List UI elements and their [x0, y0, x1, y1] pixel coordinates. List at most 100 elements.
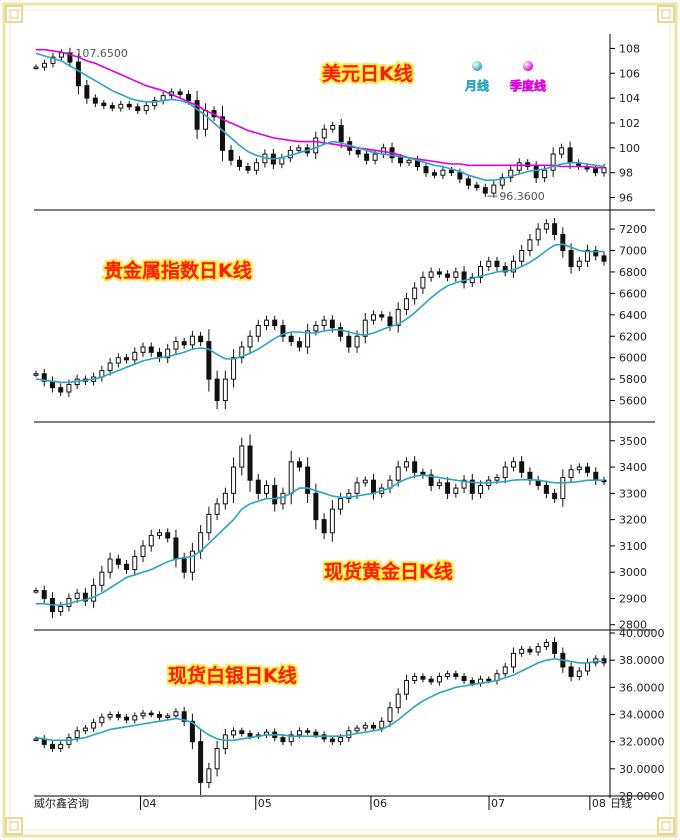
candle: [41, 585, 47, 604]
corner-ornament: [5, 5, 23, 23]
candle: [510, 647, 516, 673]
candle: [420, 271, 426, 294]
chart-title: 现货黄金日K线: [324, 560, 453, 583]
candle: [423, 162, 429, 177]
candle: [296, 457, 302, 472]
ma-month-line: [36, 474, 604, 606]
y-tick-label: 28.0000: [619, 790, 665, 803]
candle: [395, 302, 401, 333]
candle: [508, 165, 514, 183]
candle: [231, 349, 237, 388]
candle: [33, 587, 39, 594]
chart-title: 美元日K线: [322, 62, 413, 85]
candle: [247, 330, 253, 353]
candle: [173, 708, 179, 720]
candle: [255, 473, 261, 500]
candle: [126, 101, 132, 111]
candle: [280, 487, 286, 510]
candle: [552, 217, 558, 241]
candle: [272, 477, 278, 512]
corner-ornament: [5, 817, 23, 835]
candle: [91, 718, 97, 732]
candle: [329, 500, 335, 542]
candle: [482, 183, 488, 198]
candle: [140, 540, 146, 563]
chart-title: 贵金属指数日K线: [104, 259, 252, 282]
candle: [412, 282, 418, 305]
candle: [143, 101, 149, 115]
panel-4: 28.0000 30.0000 32.0000 34.0000 36.0000 38.00…: [33, 627, 665, 803]
candle: [371, 310, 377, 325]
candle: [510, 457, 516, 472]
candle: [516, 158, 522, 175]
candle: [101, 99, 107, 109]
candle: [519, 244, 525, 268]
candle: [502, 662, 508, 678]
price-annotation: 96.3600: [487, 190, 545, 203]
x-tick-label: 08: [592, 797, 606, 810]
candle: [321, 513, 327, 540]
candle: [124, 559, 130, 574]
legend-label: 月线: [464, 78, 489, 93]
candle: [263, 480, 269, 499]
y-tick-label: 106: [619, 67, 640, 80]
candle: [165, 528, 171, 543]
panel-3: 2800 2900 3000 3100 3200 3300 3400 3500 现货黄金日K线: [33, 434, 647, 632]
candle: [49, 740, 55, 752]
candle: [465, 174, 471, 190]
candle: [214, 740, 220, 777]
candle: [305, 457, 311, 503]
candle: [403, 674, 409, 700]
candle: [453, 267, 459, 282]
candle: [148, 710, 154, 718]
candle: [338, 322, 344, 342]
candle: [552, 488, 558, 503]
candle: [428, 676, 434, 686]
candle: [115, 554, 121, 569]
candle: [206, 329, 212, 392]
candle: [461, 673, 467, 685]
candle: [75, 53, 81, 95]
candle: [502, 262, 508, 277]
candle: [239, 341, 245, 364]
candles: [33, 434, 607, 618]
candles: [33, 217, 607, 410]
y-tick-label: 100: [619, 142, 640, 155]
x-axis-unit: 日线: [610, 796, 632, 810]
y-tick-label: 30.0000: [619, 763, 665, 776]
candle: [288, 331, 294, 347]
blue-sphere-icon: [472, 61, 482, 71]
y-tick-label: 2900: [619, 592, 647, 605]
candle: [568, 464, 574, 483]
candle: [220, 105, 226, 162]
candle: [519, 645, 525, 657]
candle: [527, 233, 533, 257]
ma-month-line: [35, 657, 604, 742]
candle: [58, 383, 64, 397]
candle: [165, 343, 171, 363]
candle: [431, 169, 437, 179]
candle: [82, 588, 88, 607]
y-tick-label: 6600: [619, 287, 647, 300]
candle: [263, 315, 269, 331]
candle: [412, 456, 418, 479]
candle: [206, 762, 212, 789]
candle: [550, 147, 556, 177]
candle: [107, 711, 113, 721]
candle: [510, 255, 516, 278]
candle: [255, 319, 261, 343]
candle: [50, 52, 56, 68]
candle: [181, 706, 187, 727]
candle: [132, 347, 138, 365]
price-annotation: 107.6500: [63, 47, 128, 60]
candle: [272, 315, 278, 331]
candle: [198, 331, 204, 347]
candle: [576, 667, 582, 681]
candle: [148, 529, 154, 552]
candle: [222, 487, 228, 510]
candle: [228, 145, 234, 166]
legend-label: 季度线: [509, 78, 546, 93]
candle: [247, 434, 253, 492]
candle: [135, 103, 141, 115]
candle: [354, 724, 360, 734]
